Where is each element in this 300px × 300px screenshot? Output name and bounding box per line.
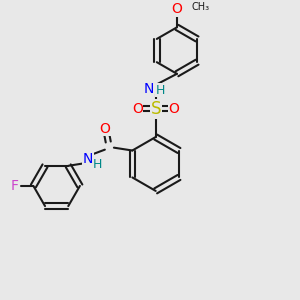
- Text: N: N: [82, 152, 93, 166]
- Text: O: O: [99, 122, 110, 136]
- Text: S: S: [150, 100, 161, 118]
- Text: H: H: [156, 84, 166, 97]
- Text: O: O: [172, 2, 182, 16]
- Text: N: N: [143, 82, 154, 96]
- Text: O: O: [132, 102, 143, 116]
- Text: O: O: [169, 102, 179, 116]
- Text: F: F: [11, 179, 18, 193]
- Text: H: H: [93, 158, 102, 171]
- Text: CH₃: CH₃: [192, 2, 210, 12]
